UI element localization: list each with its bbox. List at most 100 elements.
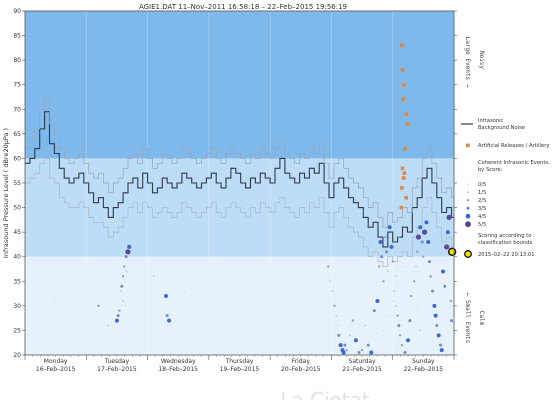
legend-highlight-swatch [464,250,472,258]
event-score-1 [122,300,124,302]
event-score-0 [405,265,407,268]
event-score-2 [360,348,364,352]
event-score-2 [345,348,348,352]
legend-events-label: Coherent Infrasonic Events, [478,160,550,166]
y-tick-label: 45 [13,229,21,236]
event-score-0 [385,314,388,317]
event-score-0 [392,300,394,302]
event-score-2 [382,280,385,283]
event-score-2 [412,280,416,283]
event-score-3 [439,343,443,347]
event-score-1 [364,324,367,327]
legend-artillery-swatch [466,143,470,148]
event-score-4 [389,244,394,249]
event-score-3 [420,240,424,244]
legend-score-label: 4/5 [478,214,486,220]
x-date-label: 21–Feb–2015 [342,366,382,373]
event-score-4 [369,350,374,355]
artillery-marker [401,176,406,180]
y-tick-label: 75 [13,82,21,89]
event-score-4 [375,298,380,303]
event-score-0 [382,329,385,332]
legend-score-swatch [467,183,469,185]
event-score-2 [123,265,126,268]
y-tick-label: 30 [13,303,21,310]
event-score-3 [116,314,120,318]
event-score-2 [396,314,399,317]
event-score-1 [401,250,403,253]
event-score-1 [331,290,334,293]
event-score-1 [106,324,109,327]
series-upper [25,99,454,228]
artillery-marker [400,166,405,171]
event-score-4 [440,269,445,274]
x-day-label: Saturday [349,358,376,365]
y-tick-label: 40 [13,254,21,261]
event-score-1 [419,329,422,332]
event-score-2 [391,260,394,263]
x-day-label: Thursday [225,358,254,365]
event-score-4 [114,318,119,323]
noisy-label: Noisy [478,51,485,69]
series-layer [25,99,454,267]
event-score-2 [118,309,121,312]
y-tick-label: 85 [13,33,21,40]
event-score-3 [427,260,431,264]
event-score-2 [400,343,404,347]
event-score-4 [341,350,346,355]
y-tick-label: 25 [13,327,21,334]
event-score-3 [357,351,361,355]
watermark: La Ciotat [280,388,370,400]
event-score-5 [415,234,422,240]
event-score-3 [397,324,401,328]
legend-scoring-label: Scoring according to [478,233,531,239]
event-score-0 [54,300,57,302]
x-date-label: 16–Feb–2015 [36,366,76,373]
legend-score-swatch [465,221,471,228]
event-score-1 [125,270,128,273]
event-score-2 [409,294,413,298]
x-date-label: 19–Feb–2015 [220,366,260,373]
artillery-marker [400,43,404,48]
event-score-3 [385,250,389,254]
event-score-1 [394,275,397,278]
event-score-2 [121,275,125,278]
y-tick-label: 80 [13,57,21,64]
event-score-2 [327,265,330,268]
event-score-2 [333,304,336,308]
event-score-3 [380,255,384,259]
event-score-4 [426,239,431,244]
event-score-4 [163,294,168,299]
legend-score-swatch [466,199,470,202]
event-score-4 [406,338,411,343]
y-tick-label: 50 [13,205,21,212]
event-score-2 [384,235,387,239]
y-tick-label: 65 [13,131,21,138]
artillery-marker [400,186,404,190]
event-score-5 [444,244,450,250]
legend-noise-label: Infrasonic [478,118,504,124]
y-axis-label: Infrasound Pressure Level ( dBre20µPa ) [2,128,10,258]
legend-score-label: 0/5 [478,182,486,188]
legend-score-swatch [467,191,469,194]
event-score-4 [439,348,444,353]
event-score-0 [120,305,122,307]
event-score-1 [386,270,389,273]
event-score-3 [343,343,347,347]
event-score-0 [411,241,414,243]
event-score-3 [435,324,439,328]
event-score-4 [127,244,132,249]
event-score-3 [450,319,454,323]
small-events-label: ← Small Events [464,293,471,344]
event-score-1 [119,290,122,293]
event-score-3 [165,314,169,318]
event-score-0 [398,236,400,238]
event-score-2 [429,275,432,278]
event-score-5 [125,249,131,255]
artillery-marker [400,68,405,72]
y-tick-label: 55 [13,180,21,187]
event-score-3 [408,319,412,323]
legend-noise-label-2: Background Noise [478,125,525,131]
large-events-label: Large Events → [464,37,471,88]
y-tick-label: 20 [13,352,21,359]
